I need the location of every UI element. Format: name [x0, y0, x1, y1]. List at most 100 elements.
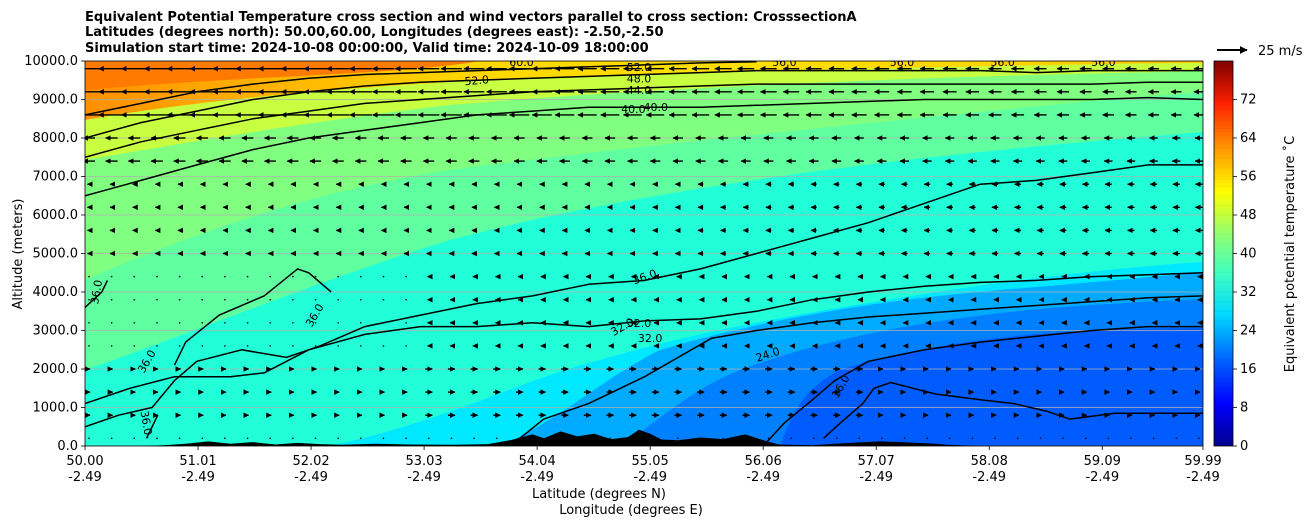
wind-vector: [360, 298, 362, 301]
wind-vector: [178, 322, 181, 324]
wind-vector: [110, 345, 113, 347]
contour-label: 56.0: [772, 56, 797, 69]
wind-vector: [292, 322, 294, 324]
wind-vector: [1084, 437, 1087, 440]
colorbar-tick-label: 32: [1240, 285, 1257, 300]
y-axis: 0.0 1000.0 2000.0 3000.0 4000.0 5000.0 6000.0 7…: [24, 54, 85, 454]
wind-vector: [292, 437, 294, 440]
colorbar-bands: [1214, 70, 1233, 447]
wind-vector: [1039, 437, 1042, 440]
colorbar: 0 8 16 24 32 40 48 56 64 72 Equivalent potential …: [1213, 60, 1298, 454]
wind-vector: [405, 322, 407, 324]
wind-vector: [360, 345, 362, 347]
colorbar-tick-label: 8: [1240, 401, 1248, 416]
contour-36: [145, 414, 159, 439]
x-tick-longitude: -2.49: [520, 470, 554, 485]
contour-label: 56.0: [890, 56, 915, 69]
x-tick-latitude: 59.99: [1184, 454, 1221, 469]
x-tick-longitude: -2.49: [181, 470, 215, 485]
contour-label: 40.0: [621, 103, 646, 116]
contour-32: [509, 295, 1203, 446]
wind-vector: [382, 275, 385, 278]
wind-vector: [337, 437, 339, 440]
chart-title-line-2: Latitudes (degrees north): 50.00,60.00, …: [85, 25, 664, 40]
wind-vector: [178, 298, 181, 301]
wind-vector: [382, 298, 385, 301]
wind-vectors: [85, 65, 1203, 440]
y-tick-label: 2000.0: [33, 362, 79, 377]
wind-vector: [269, 275, 272, 278]
wind-vector: [201, 298, 204, 301]
wind-vector: [88, 345, 90, 347]
wind-vector: [292, 275, 294, 278]
wind-vector: [88, 437, 90, 440]
wind-vector: [1107, 437, 1110, 440]
wind-vector: [133, 275, 136, 278]
y-tick-label: 9000.0: [33, 93, 79, 108]
contour-36: [85, 280, 109, 308]
wind-vector: [405, 345, 407, 347]
x-tick-latitude: 56.06: [745, 454, 782, 469]
x-tick-latitude: 58.08: [971, 454, 1008, 469]
y-tick-label: 4000.0: [33, 285, 79, 300]
wind-vector: [337, 275, 339, 278]
colorbar-tick-label: 0: [1240, 439, 1248, 454]
y-axis-label: Altitude (meters): [11, 199, 26, 310]
wind-vector: [246, 345, 249, 347]
contour-label: 52.0: [627, 61, 652, 74]
wind-vector: [1062, 437, 1064, 440]
wind-vector: [110, 298, 113, 301]
wind-vector: [790, 437, 793, 440]
colorbar-tick-label: 40: [1240, 247, 1257, 262]
wind-vector: [156, 437, 158, 440]
x-tick-longitude: -2.49: [972, 470, 1006, 485]
x-tick-longitude: -2.49: [294, 470, 328, 485]
x-tick-longitude: -2.49: [746, 470, 780, 485]
wind-vector: [269, 322, 272, 324]
contour-52: [85, 61, 757, 116]
contour-label: 48.0: [627, 72, 652, 85]
wind-vector: [926, 437, 928, 440]
x-tick-latitude: 55.05: [632, 454, 669, 469]
field-band-warm: [85, 61, 1203, 120]
wind-vector: [178, 345, 181, 347]
wind-vector: [360, 275, 362, 278]
wind-vector: [246, 298, 249, 301]
contour-label: 44.0: [627, 84, 652, 97]
chart-title-line-3: Simulation start time: 2024-10-08 00:00:…: [85, 41, 649, 56]
y-tick-label: 7000.0: [33, 170, 79, 185]
wind-vector: [88, 298, 90, 301]
wind-vector: [722, 437, 725, 440]
y-tick-label: 10000.0: [24, 54, 78, 69]
wind-vector: [813, 437, 815, 440]
x-tick-latitude: 59.09: [1084, 454, 1121, 469]
y-tick-label: 6000.0: [33, 208, 79, 223]
wind-vector: [949, 437, 951, 440]
wind-vector: [405, 437, 407, 440]
wind-vector: [201, 322, 204, 324]
contour-label: 60.0: [509, 56, 534, 69]
wind-vector: [971, 437, 974, 440]
wind-vector: [1198, 437, 1200, 440]
wind-vector: [201, 345, 204, 347]
quiver-key: 25 m/s: [1217, 44, 1303, 59]
contour-36: [173, 268, 332, 366]
chart-title-line-1: Equivalent Potential Temperature cross s…: [85, 10, 857, 25]
wind-vector: [473, 437, 475, 440]
wind-vector: [677, 437, 679, 440]
wind-vector: [88, 322, 90, 324]
x-tick-longitude: -2.49: [1186, 470, 1220, 485]
colorbar-tick-label: 72: [1240, 93, 1257, 108]
wind-vector: [360, 322, 362, 324]
colorbar-label: Equivalent potential temperature ˚C: [1282, 136, 1298, 372]
contour-label: 32.0: [638, 332, 663, 345]
wind-vector: [495, 437, 498, 440]
wind-vector: [156, 275, 158, 278]
x-tick-longitude: -2.49: [859, 470, 893, 485]
wind-vector: [314, 298, 317, 301]
wind-vector: [110, 322, 113, 324]
wind-vector: [224, 437, 226, 440]
contour-label: 36.0: [88, 279, 105, 305]
wind-vector: [133, 298, 136, 301]
